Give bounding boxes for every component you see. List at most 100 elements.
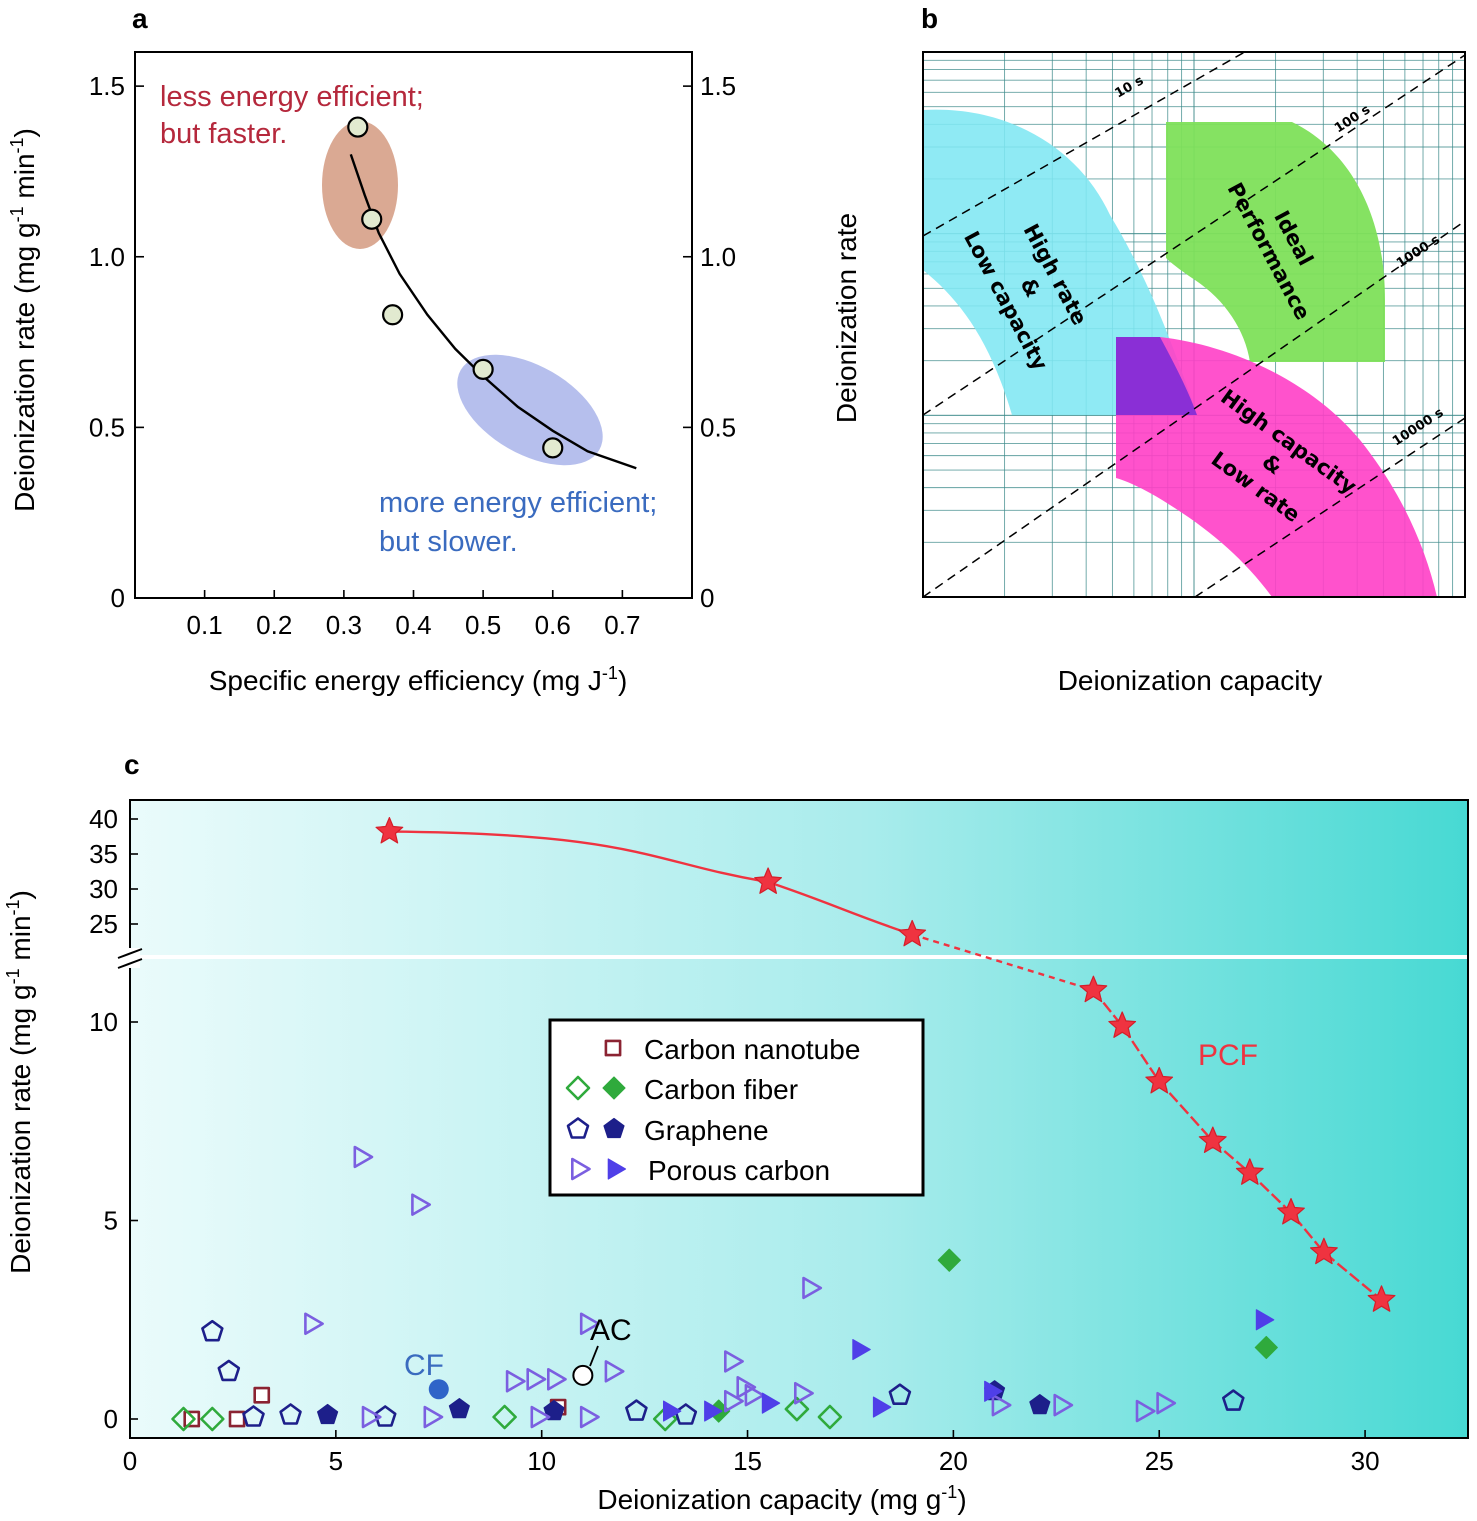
pcf-star [1367, 1285, 1396, 1312]
c-point-triangle [704, 1400, 723, 1422]
a-y-tick-label-left: 1.5 [89, 71, 125, 101]
slow-annotation-line1: more energy efficient; [379, 487, 657, 519]
legend-marker-open [604, 1039, 622, 1057]
c-point-pentagon [374, 1405, 397, 1427]
c-point-triangle [724, 1350, 744, 1373]
c-point-triangle [1135, 1399, 1156, 1423]
c-y-tick-label: 25 [89, 909, 118, 939]
c-point-pentagon [543, 1400, 565, 1421]
panel-c-chart: 0 5 10 15 20 25 30 0 5 10 25 30 35 40 PCF CF AC Carb… [3, 799, 1469, 1515]
pcf-star [1310, 1237, 1338, 1265]
legend-markers [565, 1039, 627, 1181]
a-x-tick-label: 0.2 [256, 610, 292, 640]
cf-label: CF [404, 1349, 444, 1382]
pcf-star [754, 867, 782, 894]
pcf-star [1145, 1066, 1174, 1094]
legend-label-porous-carbon: Porous carbon [648, 1155, 830, 1186]
c-x-tick-label: 20 [939, 1446, 968, 1476]
a-y-tick-label-right: 0.5 [700, 412, 736, 442]
a-x-tick-label: 0.5 [465, 610, 501, 640]
c-x-tick-label: 5 [329, 1446, 343, 1476]
c-point-diamond [171, 1406, 196, 1432]
panel-a-label: a [132, 3, 148, 34]
ac-point [572, 1364, 594, 1386]
panel-c-points [171, 817, 1396, 1432]
c-point-diamond [817, 1404, 843, 1430]
c-point-pentagon [242, 1405, 265, 1427]
c-point-triangle [530, 1405, 551, 1429]
panel-b-frame [922, 51, 1466, 598]
c-y-tick-label: 30 [89, 874, 118, 904]
legend-label-graphene: Graphene [644, 1115, 769, 1146]
legend-marker-filled [607, 1158, 627, 1180]
c-point-diamond [492, 1404, 517, 1430]
diag-line-1000s [923, 220, 1465, 597]
a-x-tick-label: 0.7 [604, 610, 640, 640]
c-point-diamond [784, 1396, 810, 1422]
a-x-tick-label: 0.3 [326, 610, 362, 640]
pcf-star [1198, 1126, 1227, 1153]
slow-region-ellipse [457, 354, 603, 466]
c-point-triangle [353, 1145, 374, 1169]
legend-label-carbon-nanotube: Carbon nanotube [644, 1034, 860, 1065]
panel-a-chart: 0.1 0.2 0.3 0.4 0.5 0.6 0.7 0 0 0.5 0.5 1.0 1.0 1.5 1… [7, 51, 736, 696]
c-y-tick-label: 40 [89, 804, 118, 834]
c-point-triangle [663, 1400, 682, 1422]
c-point-pentagon [217, 1359, 241, 1382]
c-point-triangle [802, 1276, 823, 1300]
diag-line-10000s [1194, 417, 1465, 597]
axis-break-mark [117, 948, 143, 969]
c-point-diamond [200, 1406, 225, 1432]
c-point-square [183, 1410, 201, 1428]
c-point-pentagon [448, 1398, 470, 1419]
c-point-triangle [744, 1383, 765, 1407]
panel-a-x-ticks: 0.1 0.2 0.3 0.4 0.5 0.6 0.7 [187, 590, 640, 640]
c-point-triangle [872, 1396, 892, 1418]
legend: Carbon nanotube Carbon fiber Graphene Po… [548, 1018, 925, 1197]
c-point-triangle [361, 1405, 382, 1429]
panel-a-x-axis-label: Specific energy efficiency (mg J-1) [209, 663, 628, 696]
c-point-triangle [724, 1389, 744, 1413]
c-point-triangle [1053, 1393, 1074, 1417]
c-y-tick-label: 0 [104, 1404, 118, 1434]
a-y-tick-label-right: 1.0 [700, 242, 736, 272]
high-capacity-region [1116, 337, 1437, 597]
diag-line-100s [923, 54, 1465, 416]
c-point-diamond [937, 1248, 961, 1272]
c-point-triangle [547, 1368, 567, 1391]
a-data-point [347, 116, 369, 138]
panel-b-y-axis-label: Deionization rate [831, 213, 862, 423]
panel-c-label: c [124, 749, 140, 780]
a-data-point [361, 208, 383, 230]
c-point-triangle [604, 1360, 625, 1383]
slow-annotation-line2: but slower. [379, 526, 518, 558]
c-point-triangle [411, 1193, 431, 1216]
overlap-region [1116, 337, 1197, 415]
panel-b-label: b [921, 3, 938, 34]
c-x-tick-label: 0 [123, 1446, 137, 1476]
ideal-region [1166, 122, 1385, 362]
pcf-curve-dashed [911, 933, 1094, 992]
c-x-tick-label: 15 [733, 1446, 762, 1476]
panel-c-x-axis-label: Deionization capacity (mg g-1) [597, 1482, 966, 1515]
a-x-tick-label: 0.6 [535, 610, 571, 640]
c-point-triangle [984, 1380, 1003, 1402]
pcf-star [375, 817, 404, 844]
ac-label: AC [590, 1314, 632, 1347]
c-y-tick-label: 10 [89, 1007, 118, 1037]
a-data-point [542, 437, 564, 459]
c-x-tick-label: 10 [527, 1446, 556, 1476]
panel-b-x-axis-label: Deionization capacity [1058, 665, 1323, 696]
panel-a-y-axis-label: Deionization rate (mg g-1 min-1) [7, 128, 40, 512]
c-x-tick-label: 25 [1145, 1446, 1174, 1476]
c-point-triangle [1156, 1391, 1177, 1415]
c-y-tick-label: 35 [89, 839, 118, 869]
c-point-triangle [304, 1312, 324, 1335]
a-y-tick-label-left: 1.0 [89, 242, 125, 272]
a-y-tick-label-left: 0 [111, 583, 125, 613]
pcf-star [1277, 1198, 1305, 1225]
c-point-triangle [761, 1392, 781, 1414]
c-point-triangle [852, 1339, 871, 1361]
pcf-star [898, 919, 927, 947]
